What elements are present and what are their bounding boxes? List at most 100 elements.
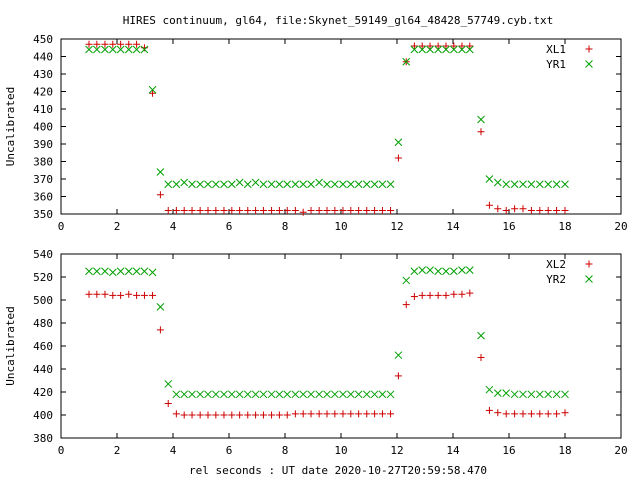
data-point-xl1 <box>244 207 252 214</box>
data-point-yr1 <box>204 180 212 189</box>
data-point-xl2 <box>442 291 450 299</box>
data-point-yr1 <box>108 45 117 54</box>
y-tick-label: 500 <box>33 294 53 307</box>
data-point-xl1 <box>164 207 172 214</box>
data-point-yr1 <box>196 180 205 189</box>
y-tick-label: 520 <box>33 271 53 284</box>
data-point-yr2 <box>267 390 276 399</box>
data-point-yr1 <box>180 178 189 187</box>
upper-panel: 0 2 4 6 8 10 12 14 16 18 20 350 360 370 380 390 400 410 42… <box>4 33 628 233</box>
data-point-xl1 <box>442 42 450 50</box>
x-tick-label: 14 <box>446 220 460 233</box>
data-point-yr1 <box>140 45 149 54</box>
data-point-xl2 <box>458 290 466 298</box>
data-point-xl2 <box>371 410 379 418</box>
data-point-yr1 <box>346 180 355 189</box>
data-point-xl2 <box>188 411 196 419</box>
data-point-xl2 <box>109 291 117 299</box>
data-point-yr1 <box>101 45 109 54</box>
data-point-xl1 <box>180 207 188 214</box>
data-point-xl1 <box>101 40 109 48</box>
data-point-yr1 <box>458 45 466 54</box>
data-point-xl1 <box>355 207 363 214</box>
data-point-xl1 <box>458 42 466 50</box>
data-point-yr2 <box>426 266 434 274</box>
x-tick-label: 4 <box>170 220 177 233</box>
data-point-xl2 <box>426 291 434 299</box>
data-point-xl1 <box>196 207 204 214</box>
x-tick-label: 18 <box>558 220 571 233</box>
y-tick-label: 480 <box>33 317 53 330</box>
data-point-yr2 <box>449 267 458 276</box>
data-point-xl1 <box>315 207 323 214</box>
data-point-yr1 <box>493 178 502 187</box>
x-tick-label: 6 <box>226 220 233 233</box>
data-point-xl1 <box>156 191 164 199</box>
data-point-xl2 <box>402 301 410 309</box>
data-point-xl2 <box>410 293 418 301</box>
data-point-yr1 <box>354 180 363 189</box>
data-point-xl2 <box>117 291 125 299</box>
data-point-xl2 <box>140 291 148 299</box>
data-point-yr1 <box>561 180 569 189</box>
data-point-xl2 <box>485 406 493 414</box>
data-point-yr2 <box>315 390 324 399</box>
data-point-xl1 <box>323 207 331 214</box>
data-point-xl1 <box>228 207 236 214</box>
data-point-xl1 <box>347 207 355 214</box>
data-point-yr2 <box>108 268 117 277</box>
lower-panel: 0 2 4 6 8 10 12 14 16 18 20 380 400 420 440 460 480 500 52… <box>4 248 628 457</box>
data-point-yr1 <box>544 180 553 189</box>
x-tick-label: 18 <box>558 444 571 457</box>
data-point-xl1 <box>259 207 267 214</box>
x-tick-label: 12 <box>390 444 403 457</box>
y-tick-label: 540 <box>33 248 53 261</box>
x-tick-label: 0 <box>58 444 65 457</box>
y-tick-label: 440 <box>33 363 53 376</box>
data-point-yr2 <box>227 390 236 399</box>
data-point-yr2 <box>354 390 363 399</box>
data-point-xl1 <box>220 207 228 214</box>
data-point-xl2 <box>544 410 552 418</box>
data-point-yr1 <box>442 45 450 54</box>
data-point-yr2 <box>386 390 395 399</box>
data-point-yr2 <box>283 390 292 399</box>
data-point-xl2 <box>466 289 474 297</box>
data-point-yr2 <box>527 390 536 399</box>
x-tick-label: 10 <box>334 444 347 457</box>
data-point-yr1 <box>283 180 292 189</box>
data-point-xl2 <box>387 410 395 418</box>
data-point-yr1 <box>485 175 494 183</box>
data-point-yr1 <box>330 180 339 189</box>
data-point-yr1 <box>426 45 434 54</box>
data-point-yr1 <box>227 180 236 189</box>
data-point-xl1 <box>371 207 379 214</box>
data-point-xl1 <box>268 207 276 214</box>
data-point-xl1 <box>307 207 315 214</box>
data-point-yr2 <box>544 390 553 399</box>
data-point-xl1 <box>553 207 561 214</box>
data-point-yr1 <box>307 180 315 189</box>
data-point-xl2 <box>502 410 510 418</box>
data-point-yr1 <box>164 180 173 189</box>
data-point-yr1 <box>519 180 527 189</box>
data-point-xl2 <box>172 410 180 418</box>
data-point-xl2 <box>339 410 347 418</box>
y-tick-label: 370 <box>33 173 53 186</box>
data-point-yr2 <box>434 267 443 276</box>
data-point-xl1 <box>109 40 117 48</box>
data-point-yr2 <box>148 268 157 277</box>
data-point-yr2 <box>132 267 141 276</box>
data-point-yr1 <box>299 180 308 189</box>
data-point-xl1 <box>236 207 244 214</box>
data-point-yr2 <box>477 331 485 340</box>
data-point-yr2 <box>410 267 419 276</box>
data-point-yr2 <box>378 390 387 399</box>
data-point-yr2 <box>124 267 133 276</box>
data-point-xl2 <box>477 354 485 361</box>
data-point-xl2 <box>519 410 527 418</box>
data-point-xl2 <box>299 410 307 418</box>
data-point-yr2 <box>493 389 502 398</box>
data-point-xl1 <box>494 205 502 213</box>
